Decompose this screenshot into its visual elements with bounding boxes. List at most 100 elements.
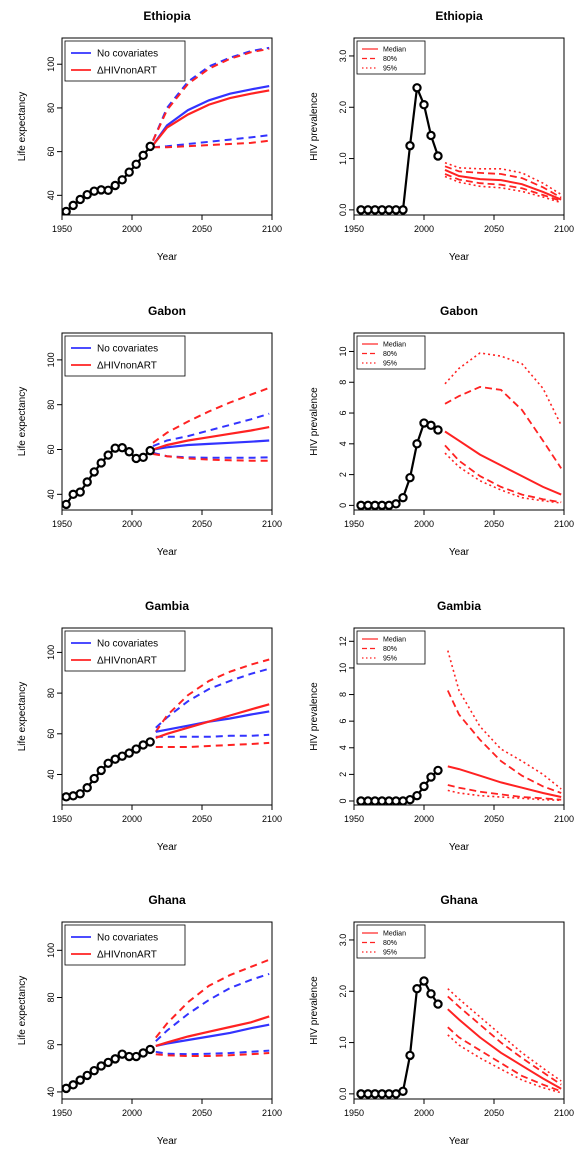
- observed-point: [398, 1086, 408, 1097]
- series-bound-upper95: [154, 658, 270, 733]
- hiv-median-line: [444, 430, 562, 496]
- legend-label: 80%: [383, 351, 397, 358]
- x-tick-label: 2050: [484, 814, 504, 824]
- legend-label: 95%: [383, 656, 397, 663]
- x-tick-label: 2050: [192, 1108, 212, 1118]
- chart-legend: No covariates ΔHIVnonART: [64, 335, 186, 377]
- y-tick-label: 40: [46, 1087, 56, 1097]
- y-tick-label: 0: [338, 798, 348, 803]
- x-tick-label: 2050: [192, 814, 212, 824]
- x-tick-label: 2000: [414, 224, 434, 234]
- legend-label: Median: [383, 637, 406, 644]
- x-tick-label: 1950: [344, 814, 364, 824]
- observed-point: [138, 452, 148, 463]
- series-bound-upper95: [155, 667, 270, 729]
- hiv-95-bound: [444, 352, 562, 426]
- hiv-95-bound: [444, 175, 562, 204]
- plot-frame: [61, 627, 273, 806]
- observed-point: [138, 150, 148, 161]
- chart-panel-5: Gambia 1950 2000 2050 2100 40 60 80 100 Year Life …: [17, 599, 282, 853]
- series-bound-lower95: [153, 139, 270, 149]
- observed-point: [103, 185, 113, 196]
- legend-box: [64, 630, 186, 672]
- x-tick-label: 2000: [414, 1108, 434, 1118]
- x-tick-label: 1950: [344, 1108, 364, 1118]
- observed-line: [361, 421, 439, 507]
- chart-legend: Median 80% 95%: [356, 924, 426, 959]
- y-tick-label: 2: [338, 772, 348, 777]
- observed-point: [96, 1061, 106, 1071]
- chart-title: Ethiopia: [435, 9, 483, 23]
- x-tick-label: 1950: [344, 519, 364, 529]
- plot-frame: [61, 332, 273, 511]
- series-median-line: [152, 89, 270, 146]
- y-tick-label: 6: [338, 719, 348, 724]
- observed-point: [145, 141, 155, 152]
- x-tick-label: 2100: [554, 1108, 574, 1118]
- chart-panel-8: Ghana 1950 2000 2050 2100 0.0 1.0 2.0 3.0 Year HIV…: [309, 893, 574, 1147]
- x-axis-label: Year: [157, 547, 178, 558]
- x-tick-label: 2100: [554, 814, 574, 824]
- chart-title: Gambia: [145, 599, 189, 613]
- legend-label: 80%: [383, 646, 397, 653]
- y-tick-label: 100: [46, 352, 56, 367]
- x-tick-label: 2100: [262, 519, 282, 529]
- legend-box: [64, 335, 186, 377]
- observed-point: [62, 499, 71, 510]
- x-tick-label: 2000: [122, 814, 142, 824]
- observed-point: [405, 1050, 415, 1061]
- hiv-95-bound: [447, 1034, 562, 1094]
- y-tick-label: 40: [46, 190, 56, 200]
- observed-point: [103, 450, 113, 460]
- hiv-80-bound: [447, 1026, 562, 1093]
- observed-point: [82, 189, 92, 200]
- observed-point: [426, 130, 436, 141]
- observed-point: [433, 151, 443, 161]
- legend-label: 95%: [383, 66, 397, 73]
- y-tick-label: 12: [338, 636, 348, 646]
- series-bound-upper95: [155, 958, 270, 1039]
- observed-point: [433, 999, 443, 1009]
- observed-point: [405, 472, 415, 483]
- y-tick-label: 4: [338, 745, 348, 750]
- legend-label: Median: [383, 342, 406, 349]
- hiv-95-bound: [447, 650, 562, 790]
- x-tick-label: 2000: [414, 519, 434, 529]
- plot-area: [62, 958, 270, 1094]
- y-tick-label: 100: [46, 645, 56, 660]
- hiv-80-bound: [447, 784, 562, 801]
- observed-point: [82, 1070, 92, 1081]
- observed-point: [124, 447, 134, 457]
- y-tick-label: 100: [46, 57, 56, 72]
- series-bound-lower95: [155, 1052, 270, 1057]
- legend-label: ΔHIVnonART: [97, 656, 157, 667]
- series-bound-lower95: [155, 1049, 270, 1056]
- observed-point: [145, 737, 155, 747]
- plot-area: [62, 658, 270, 802]
- plot-area: [62, 46, 270, 215]
- x-tick-label: 2100: [262, 224, 282, 234]
- y-tick-label: 80: [46, 688, 56, 698]
- observed-point: [145, 445, 155, 456]
- observed-point: [124, 748, 134, 758]
- observed-point: [96, 458, 106, 468]
- observed-point: [433, 765, 443, 776]
- observed-point: [412, 790, 422, 801]
- x-axis-label: Year: [449, 252, 470, 263]
- observed-point: [82, 783, 92, 793]
- observed-point: [75, 194, 85, 205]
- observed-point: [405, 141, 415, 151]
- chart-title: Gabon: [148, 304, 186, 318]
- observed-point: [110, 1054, 120, 1064]
- plot-frame: [353, 627, 565, 806]
- series-median-line: [152, 85, 270, 146]
- legend-label: No covariates: [97, 933, 158, 944]
- observed-point: [68, 200, 78, 211]
- chart-panel-4: Gabon 1950 2000 2050 2100 0 2 4 6 8 10 Year HIV prev…: [309, 304, 574, 558]
- y-tick-label: 2: [338, 472, 348, 477]
- legend-box: [64, 924, 186, 966]
- y-axis-label: HIV prevalence: [309, 387, 320, 456]
- observed-point: [62, 206, 71, 215]
- legend-label: ΔHIVnonART: [97, 361, 157, 372]
